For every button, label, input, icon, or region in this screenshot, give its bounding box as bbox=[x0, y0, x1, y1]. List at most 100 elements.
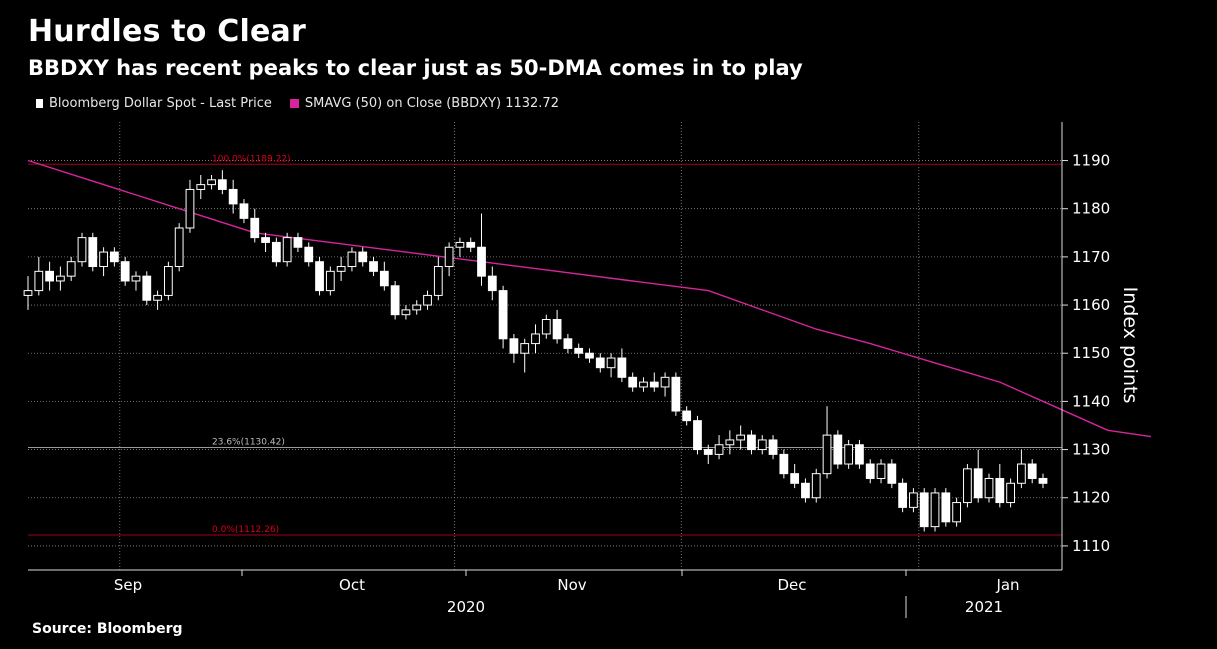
candle-body bbox=[736, 434, 746, 441]
candle-body bbox=[973, 468, 983, 499]
candle-body bbox=[466, 241, 476, 248]
candle-body bbox=[606, 357, 616, 369]
x-month-label: Oct bbox=[339, 576, 365, 594]
candle-body bbox=[574, 347, 584, 354]
candle-body bbox=[304, 246, 314, 263]
candle-body bbox=[88, 237, 98, 268]
fib-label: 23.6%(1130.42) bbox=[212, 438, 285, 448]
sma-line bbox=[27, 159, 1152, 438]
candle-body bbox=[952, 502, 962, 523]
x-year-label: 2020 bbox=[447, 598, 485, 616]
legend-label-sma: SMAVG (50) on Close (BBDXY) 1132.72 bbox=[304, 96, 559, 111]
candle-body bbox=[909, 492, 918, 508]
candle-body bbox=[109, 251, 119, 263]
x-month-label: Nov bbox=[557, 576, 586, 594]
x-month-label: Dec bbox=[777, 576, 806, 594]
candle-body bbox=[725, 439, 735, 446]
candle-body bbox=[747, 434, 756, 451]
gridlines bbox=[28, 122, 1062, 570]
line-icon bbox=[289, 99, 299, 108]
candle-body bbox=[811, 473, 821, 499]
candle-body bbox=[379, 270, 389, 287]
legend-label-price: Bloomberg Dollar Spot - Last Price bbox=[49, 96, 272, 111]
candle-body bbox=[423, 294, 432, 306]
candle-body bbox=[142, 275, 152, 301]
candle-body bbox=[293, 237, 303, 248]
candle-body bbox=[77, 237, 87, 263]
candle-body bbox=[790, 473, 800, 484]
x-month-label: Sep bbox=[114, 576, 142, 594]
fib-levels: 100.0%(1189.22) 23.6%(1130.42) 0.0%(1112.2… bbox=[28, 154, 1062, 536]
fib-label: 100.0%(1189.22) bbox=[212, 154, 291, 164]
candle-body bbox=[1027, 463, 1037, 479]
candle-body bbox=[477, 246, 486, 277]
y-tick-label: 1170 bbox=[1072, 248, 1110, 266]
candle-body bbox=[261, 237, 270, 243]
candle-body bbox=[131, 275, 141, 282]
candle-body bbox=[617, 357, 627, 378]
legend-item-sma: SMAVG (50) on Close (BBDXY) 1132.72 bbox=[289, 96, 559, 111]
source-note: Source: Bloomberg bbox=[32, 621, 183, 637]
candle-body bbox=[930, 492, 940, 528]
candle-body bbox=[455, 241, 465, 248]
candle-body bbox=[34, 270, 44, 292]
candle-body bbox=[444, 246, 454, 268]
candle-body bbox=[56, 275, 65, 282]
candle-body bbox=[585, 352, 594, 359]
candle-body bbox=[552, 319, 562, 340]
candle-body bbox=[963, 468, 972, 504]
candle-body bbox=[174, 227, 184, 268]
candle-body bbox=[23, 290, 33, 296]
y-axis-label: Index points bbox=[1119, 287, 1141, 404]
candle-body bbox=[153, 294, 162, 301]
candle-body bbox=[801, 482, 810, 499]
fib-label: 0.0%(1112.26) bbox=[212, 525, 279, 535]
candle-body bbox=[509, 338, 519, 354]
candle-body bbox=[401, 309, 411, 316]
candle-body bbox=[768, 439, 778, 455]
candle-body bbox=[703, 449, 713, 455]
candle-body bbox=[498, 290, 508, 340]
candle-body bbox=[369, 261, 378, 272]
candle-body bbox=[822, 434, 832, 475]
candle-body bbox=[649, 381, 659, 388]
candle-body bbox=[876, 463, 886, 479]
candle-body bbox=[833, 434, 843, 465]
legend: Bloomberg Dollar Spot - Last Price SMAVG… bbox=[36, 96, 559, 111]
y-tick-label: 1160 bbox=[1072, 296, 1110, 314]
candle-body bbox=[347, 251, 357, 268]
legend-item-price: Bloomberg Dollar Spot - Last Price bbox=[36, 96, 272, 111]
candle-body bbox=[217, 179, 227, 190]
candle-body bbox=[282, 237, 292, 263]
candle-body bbox=[595, 357, 605, 369]
candle-body bbox=[628, 376, 638, 388]
candle-body bbox=[855, 444, 864, 465]
candle-body bbox=[336, 266, 346, 272]
candle-body bbox=[1006, 482, 1015, 504]
y-tick-label: 1120 bbox=[1072, 489, 1110, 507]
candle-body bbox=[325, 270, 335, 292]
axes: 1110 1120 1130 1140 1150 1160 1170 1180 1190 Inde… bbox=[28, 122, 1141, 618]
candle-body bbox=[185, 188, 195, 229]
candle-body bbox=[45, 270, 54, 282]
candle-body bbox=[757, 439, 767, 451]
candle-body bbox=[541, 319, 551, 335]
candle-body bbox=[671, 376, 681, 412]
chart-title: Hurdles to Clear bbox=[28, 14, 306, 49]
candle-body bbox=[919, 492, 929, 528]
candle-body bbox=[250, 217, 260, 239]
candle-body bbox=[412, 304, 422, 311]
candle-body bbox=[779, 453, 789, 475]
candle-body bbox=[358, 251, 368, 263]
candle-body bbox=[563, 338, 573, 349]
candle-body bbox=[66, 261, 76, 277]
candle-body bbox=[433, 266, 443, 296]
x-month-label: Jan bbox=[995, 576, 1019, 594]
y-tick-label: 1190 bbox=[1072, 152, 1110, 170]
y-tick-label: 1110 bbox=[1072, 537, 1110, 555]
y-tick-label: 1140 bbox=[1072, 392, 1110, 410]
candle-body bbox=[714, 444, 724, 455]
candle-body bbox=[693, 420, 702, 451]
candle-body bbox=[390, 285, 400, 316]
